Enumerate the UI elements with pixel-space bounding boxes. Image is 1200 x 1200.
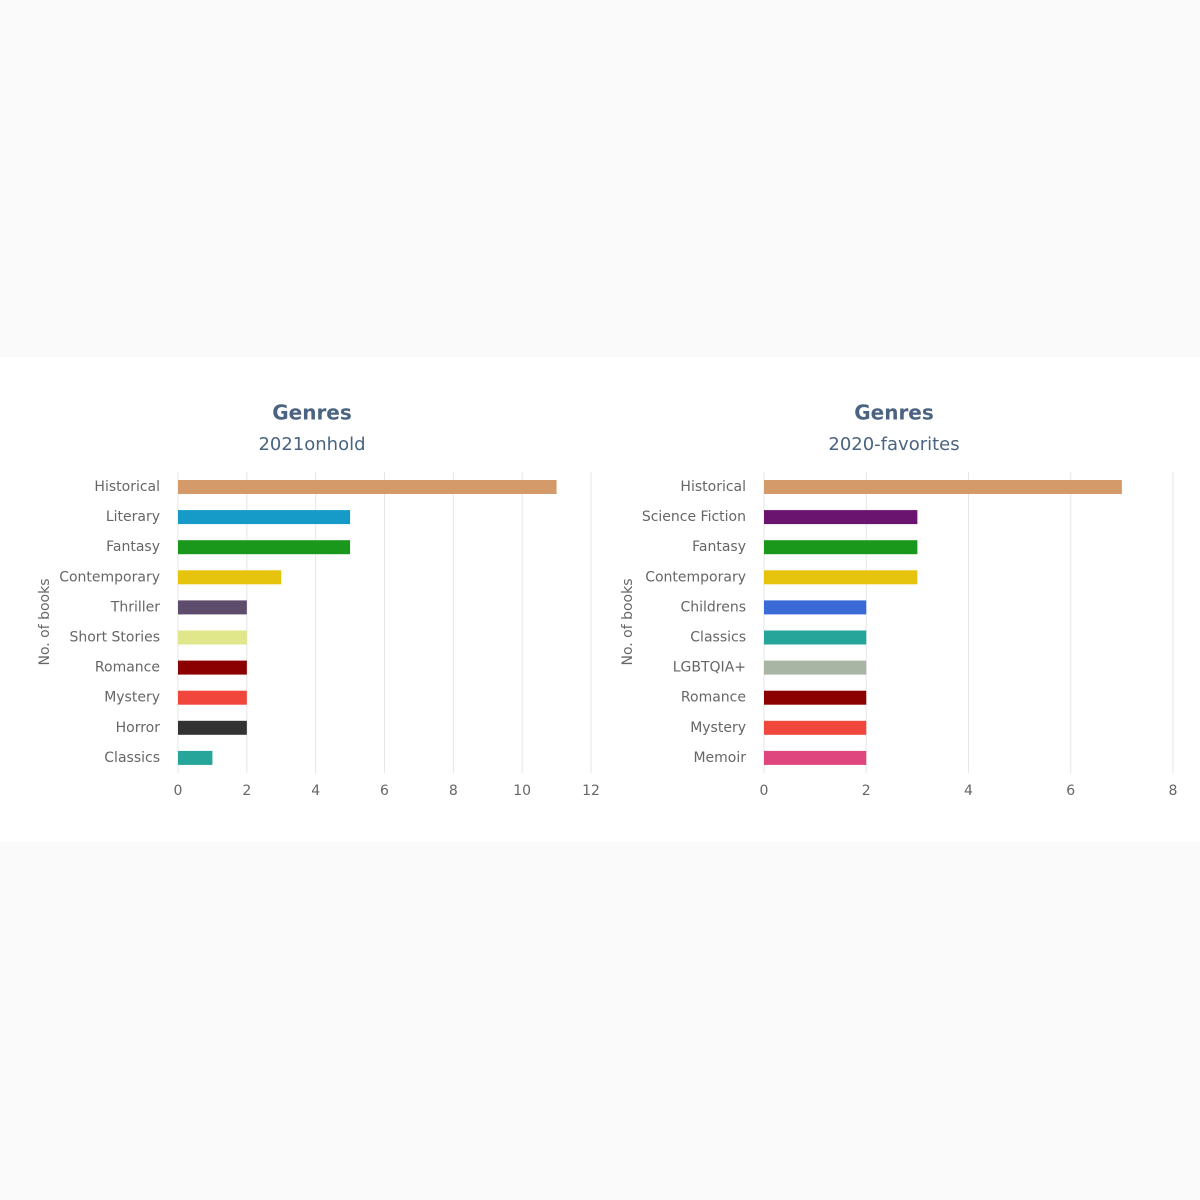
bar bbox=[764, 570, 918, 585]
y-tick-label: Short Stories bbox=[69, 630, 160, 646]
bar bbox=[764, 690, 867, 705]
y-tick-label: Literary bbox=[106, 509, 160, 525]
bar bbox=[178, 510, 351, 525]
axis-title: No. of books bbox=[620, 578, 636, 665]
bar bbox=[178, 600, 247, 615]
y-tick-label: Thriller bbox=[110, 599, 160, 615]
bar bbox=[178, 630, 247, 645]
chart-subtitle: 2020-favorites bbox=[828, 434, 959, 455]
y-tick-label: Childrens bbox=[680, 599, 746, 615]
y-tick-label: Romance bbox=[95, 660, 160, 676]
x-tick-label: 2 bbox=[242, 783, 251, 799]
chart-title: Genres bbox=[854, 401, 934, 425]
bar bbox=[178, 540, 351, 555]
chart: Genres 2021onhold No. of books 0 2 4 6 8 10 12 His… bbox=[37, 401, 600, 800]
y-tick-label: Classics bbox=[104, 750, 160, 766]
x-tick-label: 4 bbox=[311, 783, 320, 799]
y-tick-label: Historical bbox=[94, 479, 160, 495]
y-tick-label: Contemporary bbox=[645, 569, 746, 585]
y-tick-label: Romance bbox=[681, 690, 746, 706]
bar bbox=[178, 570, 282, 585]
x-tick-label: 8 bbox=[1169, 783, 1178, 799]
y-tick-label: Classics bbox=[690, 630, 746, 646]
chart: Genres 2020-favorites No. of books 0 2 4 6 8 His… bbox=[620, 401, 1178, 800]
y-tick-label: Contemporary bbox=[59, 569, 160, 585]
bar bbox=[178, 480, 557, 494]
bar bbox=[764, 510, 918, 525]
chart-title: Genres bbox=[272, 401, 352, 425]
x-tick-label: 0 bbox=[760, 783, 769, 799]
x-tick-label: 6 bbox=[1066, 783, 1075, 799]
chart-subtitle: 2021onhold bbox=[258, 434, 365, 455]
y-tick-label: Fantasy bbox=[106, 539, 160, 555]
y-tick-label: Science Fiction bbox=[642, 509, 746, 525]
x-tick-label: 4 bbox=[964, 783, 973, 799]
y-tick-label: Mystery bbox=[690, 720, 746, 736]
x-tick-label: 2 bbox=[862, 783, 871, 799]
y-tick-label: Historical bbox=[680, 479, 746, 495]
bar bbox=[178, 720, 247, 735]
bar bbox=[764, 720, 867, 735]
bar bbox=[764, 480, 1122, 494]
bar bbox=[178, 690, 247, 705]
bar bbox=[178, 660, 247, 675]
x-tick-label: 6 bbox=[380, 783, 389, 799]
y-tick-label: Horror bbox=[116, 720, 161, 736]
y-tick-label: Memoir bbox=[693, 750, 746, 766]
axis-title: No. of books bbox=[37, 578, 53, 665]
bar bbox=[764, 630, 867, 645]
bar bbox=[764, 750, 867, 765]
y-tick-label: Fantasy bbox=[692, 539, 746, 555]
x-tick-label: 0 bbox=[174, 783, 183, 799]
bar bbox=[178, 750, 213, 765]
y-tick-label: LGBTQIA+ bbox=[673, 660, 746, 676]
bar bbox=[764, 600, 867, 615]
y-tick-label: Mystery bbox=[104, 690, 160, 706]
x-tick-label: 10 bbox=[513, 783, 531, 799]
bar bbox=[764, 540, 918, 555]
x-tick-label: 12 bbox=[582, 783, 600, 799]
x-tick-label: 8 bbox=[449, 783, 458, 799]
bar bbox=[764, 660, 867, 675]
